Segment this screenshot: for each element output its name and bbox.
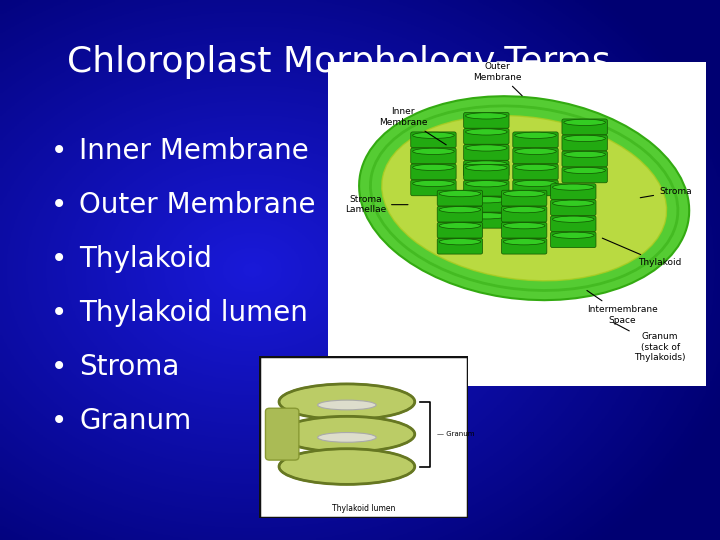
FancyBboxPatch shape xyxy=(513,180,558,195)
Text: Stroma
Lamellae: Stroma Lamellae xyxy=(345,195,408,214)
Ellipse shape xyxy=(552,216,594,222)
Text: Stroma: Stroma xyxy=(640,187,692,198)
FancyBboxPatch shape xyxy=(551,184,596,199)
FancyBboxPatch shape xyxy=(437,222,482,238)
Text: Thylakoid: Thylakoid xyxy=(603,238,682,267)
Ellipse shape xyxy=(515,180,557,186)
FancyBboxPatch shape xyxy=(411,148,456,164)
Text: •: • xyxy=(50,353,67,381)
Ellipse shape xyxy=(515,148,557,154)
FancyBboxPatch shape xyxy=(513,164,558,180)
Ellipse shape xyxy=(466,129,507,135)
FancyBboxPatch shape xyxy=(551,232,596,247)
Ellipse shape xyxy=(515,132,557,138)
FancyBboxPatch shape xyxy=(562,151,607,167)
FancyBboxPatch shape xyxy=(501,190,547,206)
Ellipse shape xyxy=(564,167,606,173)
FancyBboxPatch shape xyxy=(562,167,607,183)
FancyBboxPatch shape xyxy=(464,164,509,180)
Ellipse shape xyxy=(439,239,481,245)
Ellipse shape xyxy=(439,191,481,197)
Text: •: • xyxy=(50,137,67,165)
Ellipse shape xyxy=(552,184,594,190)
FancyBboxPatch shape xyxy=(562,135,607,151)
Ellipse shape xyxy=(552,200,594,206)
Ellipse shape xyxy=(466,145,507,151)
Ellipse shape xyxy=(466,197,507,203)
Ellipse shape xyxy=(279,449,415,484)
FancyBboxPatch shape xyxy=(437,190,482,206)
FancyBboxPatch shape xyxy=(411,164,456,180)
FancyBboxPatch shape xyxy=(464,180,509,196)
Text: Inner
Membrane: Inner Membrane xyxy=(379,107,446,145)
Ellipse shape xyxy=(564,136,606,141)
FancyBboxPatch shape xyxy=(266,408,299,460)
Ellipse shape xyxy=(318,433,376,442)
FancyBboxPatch shape xyxy=(501,238,547,254)
Ellipse shape xyxy=(382,116,667,281)
FancyBboxPatch shape xyxy=(501,206,547,222)
Text: Intermembrane
Space: Intermembrane Space xyxy=(587,291,658,325)
Ellipse shape xyxy=(515,164,557,171)
Ellipse shape xyxy=(466,181,507,187)
Text: Granum
(stack of
Thylakoids): Granum (stack of Thylakoids) xyxy=(613,322,686,362)
Ellipse shape xyxy=(439,207,481,213)
FancyBboxPatch shape xyxy=(464,197,509,212)
Ellipse shape xyxy=(413,180,454,186)
FancyBboxPatch shape xyxy=(551,216,596,232)
Ellipse shape xyxy=(503,222,545,229)
Text: •: • xyxy=(50,299,67,327)
Text: — Granum: — Granum xyxy=(436,431,474,437)
Ellipse shape xyxy=(552,232,594,238)
Text: •: • xyxy=(50,245,67,273)
Ellipse shape xyxy=(503,191,545,197)
Ellipse shape xyxy=(466,165,507,171)
Ellipse shape xyxy=(413,132,454,138)
Ellipse shape xyxy=(439,222,481,229)
FancyBboxPatch shape xyxy=(411,180,456,195)
Ellipse shape xyxy=(564,119,606,125)
Text: Outer Membrane: Outer Membrane xyxy=(79,191,315,219)
FancyBboxPatch shape xyxy=(562,119,607,134)
FancyBboxPatch shape xyxy=(513,132,558,147)
FancyBboxPatch shape xyxy=(411,132,456,147)
FancyBboxPatch shape xyxy=(437,206,482,222)
Text: Granum: Granum xyxy=(79,407,192,435)
Text: Stroma: Stroma xyxy=(79,353,179,381)
FancyBboxPatch shape xyxy=(464,129,509,144)
Text: •: • xyxy=(50,407,67,435)
Ellipse shape xyxy=(466,161,507,167)
FancyBboxPatch shape xyxy=(437,238,482,254)
FancyBboxPatch shape xyxy=(513,148,558,164)
FancyBboxPatch shape xyxy=(551,200,596,215)
Ellipse shape xyxy=(503,239,545,245)
Ellipse shape xyxy=(359,96,689,300)
Text: Thylakoid lumen: Thylakoid lumen xyxy=(332,504,395,513)
Ellipse shape xyxy=(466,113,507,119)
Ellipse shape xyxy=(318,400,376,410)
FancyBboxPatch shape xyxy=(464,145,509,160)
Ellipse shape xyxy=(564,151,606,158)
FancyBboxPatch shape xyxy=(464,112,509,128)
Ellipse shape xyxy=(466,213,507,219)
Ellipse shape xyxy=(279,416,415,452)
Text: Thylakoid lumen: Thylakoid lumen xyxy=(79,299,308,327)
Text: Thylakoid: Thylakoid xyxy=(79,245,212,273)
Ellipse shape xyxy=(279,384,415,420)
Text: Chloroplast Morphology-Terms: Chloroplast Morphology-Terms xyxy=(66,45,611,79)
Ellipse shape xyxy=(413,148,454,154)
Ellipse shape xyxy=(413,164,454,171)
Ellipse shape xyxy=(503,207,545,213)
Text: Inner Membrane: Inner Membrane xyxy=(79,137,309,165)
FancyBboxPatch shape xyxy=(501,222,547,238)
Text: •: • xyxy=(50,191,67,219)
FancyBboxPatch shape xyxy=(464,160,509,176)
Text: Outer
Membrane: Outer Membrane xyxy=(474,62,522,96)
FancyBboxPatch shape xyxy=(464,212,509,228)
